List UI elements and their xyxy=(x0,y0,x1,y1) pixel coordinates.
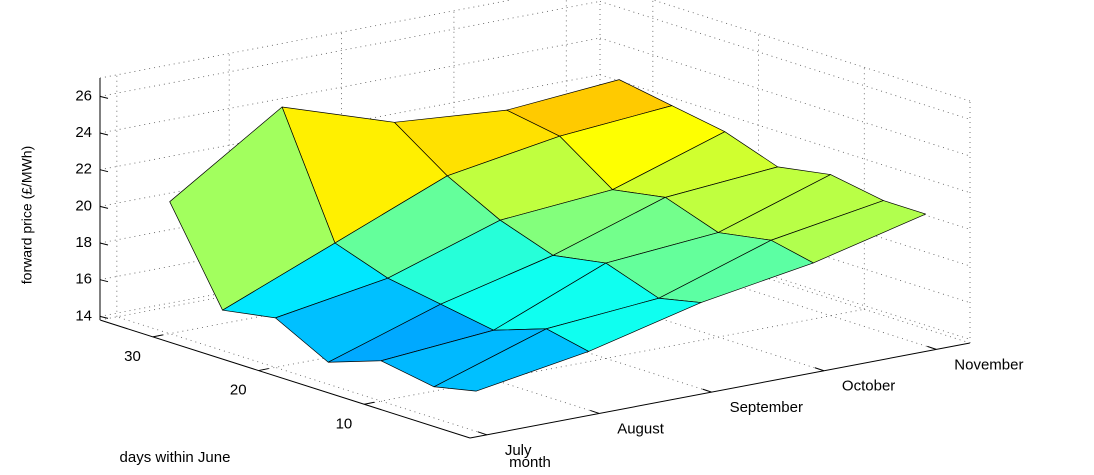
axis-line xyxy=(469,342,971,439)
y-tick-label: 30 xyxy=(124,348,141,365)
z-tick-label: 22 xyxy=(75,161,92,178)
grid-line xyxy=(99,0,601,97)
y-tick-label: 20 xyxy=(230,382,247,399)
z-tick xyxy=(99,242,109,246)
axis-line xyxy=(99,319,471,439)
x-tick-label: July xyxy=(505,442,532,459)
z-tick xyxy=(99,315,109,319)
y-axis-label: days within June xyxy=(120,449,231,466)
z-tick-label: 24 xyxy=(75,124,92,141)
z-tick xyxy=(99,132,109,136)
y-tick xyxy=(152,334,163,338)
z-tick xyxy=(99,279,109,283)
box-edge xyxy=(651,0,971,102)
x-tick xyxy=(590,409,600,414)
surface-cell xyxy=(433,328,589,392)
z-tick xyxy=(99,95,109,99)
z-tick xyxy=(99,205,109,209)
x-tick xyxy=(477,431,488,436)
x-tick-label: November xyxy=(954,356,1023,373)
z-tick-label: 18 xyxy=(75,234,92,251)
z-tick-label: 26 xyxy=(75,87,92,104)
box-edge xyxy=(99,0,513,79)
z-axis-label: forward price (£/MWh) xyxy=(19,146,35,284)
y-tick xyxy=(258,368,269,372)
x-tick-label: September xyxy=(730,399,803,416)
z-tick-label: 14 xyxy=(75,307,92,324)
x-axis-label: month xyxy=(509,454,551,471)
x-tick-label: August xyxy=(617,420,665,437)
x-tick-label: October xyxy=(842,378,895,395)
z-tick-label: 16 xyxy=(75,271,92,288)
z-tick xyxy=(99,169,109,173)
y-tick xyxy=(364,401,375,405)
x-tick xyxy=(814,367,825,372)
x-tick xyxy=(702,388,712,393)
y-tick-label: 10 xyxy=(336,415,353,432)
x-tick xyxy=(927,345,937,350)
z-tick-label: 20 xyxy=(75,197,92,214)
